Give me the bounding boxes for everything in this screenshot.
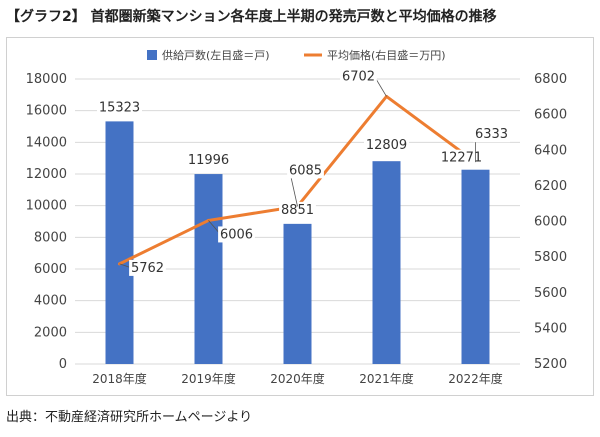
left-axis-tick-label: 0 — [59, 357, 67, 372]
legend-bar-label: 供給戸数(左目盛＝戸) — [162, 48, 270, 62]
left-axis-tick-label: 14000 — [26, 135, 67, 150]
line-label-bg — [340, 68, 377, 85]
line-label-bg — [218, 226, 255, 243]
data-labels: 15323 11996 8851 12809 12271 5762 6006 6085 6702… — [97, 68, 510, 276]
line-label-bg — [287, 162, 324, 179]
axes: 0 2000 4000 6000 8000 10000 12000 14000 16000 180… — [26, 72, 567, 386]
chart-title: 【グラフ2】 首都圏新築マンション各年度上半期の発売戸数と平均価格の推移 — [6, 9, 497, 25]
right-axis-tick-label: 5200 — [534, 357, 567, 372]
line-data-label: 5762 — [131, 261, 164, 276]
left-axis-tick-label: 16000 — [26, 104, 67, 119]
line-data-label: 6333 — [475, 127, 508, 142]
left-axis-tick-label: 12000 — [26, 167, 67, 182]
bar-label-bg — [186, 152, 231, 169]
bar-data-label: 12271 — [441, 151, 482, 166]
legend: 供給戸数(左目盛＝戸) 平均価格(右目盛＝万円) — [147, 48, 446, 62]
right-axis-tick-label: 6600 — [534, 108, 567, 123]
right-axis-tick-label: 6000 — [534, 215, 567, 230]
left-axis-tick-label: 18000 — [26, 72, 67, 87]
bar-data-label: 12809 — [366, 138, 407, 153]
line-data-label: 6702 — [342, 69, 375, 84]
bar-data-label: 11996 — [188, 153, 229, 168]
left-axis-tick-label: 4000 — [34, 294, 67, 309]
right-axis-tick-label: 5600 — [534, 286, 567, 301]
left-axis-tick-label: 8000 — [34, 230, 67, 245]
right-axis-tick-label: 5800 — [534, 250, 567, 265]
x-axis-tick-label: 2021年度 — [359, 371, 414, 386]
line-data-label: 6006 — [220, 227, 253, 242]
line-label-bg — [473, 126, 510, 143]
bar-data-label: 15323 — [99, 100, 140, 115]
line-data-label: 6085 — [289, 163, 322, 178]
x-axis-tick-label: 2022年度 — [448, 371, 503, 386]
left-axis-tick-label: 6000 — [34, 262, 67, 277]
line-label-bg — [129, 259, 166, 276]
x-axis-tick-label: 2020年度 — [270, 371, 325, 386]
legend-line-label: 平均価格(右目盛＝万円) — [327, 48, 446, 62]
right-axis-tick-label: 6800 — [534, 72, 567, 87]
right-axis-tick-label: 6200 — [534, 179, 567, 194]
x-axis-tick-label: 2019年度 — [181, 371, 236, 386]
bar-series — [105, 121, 490, 364]
left-axis-tick-label: 10000 — [26, 199, 67, 214]
right-axis-tick-label: 6400 — [534, 143, 567, 158]
bar — [372, 161, 401, 364]
bar-data-label: 8851 — [281, 203, 314, 218]
x-axis-tick-label: 2018年度 — [92, 371, 147, 386]
right-axis-tick-label: 5400 — [534, 321, 567, 336]
bar-label-bg — [439, 149, 484, 166]
source-note: 出典：不動産経済研究所ホームページより — [6, 410, 253, 425]
bar — [194, 174, 223, 364]
bar — [283, 223, 312, 364]
bar — [105, 121, 134, 364]
bar-label-bg — [364, 137, 409, 154]
bar-label-bg — [97, 99, 142, 116]
bar — [461, 169, 490, 364]
chart-frame — [6, 37, 594, 396]
bar-label-bg — [279, 201, 316, 218]
left-axis-tick-label: 2000 — [34, 325, 67, 340]
legend-bar-swatch — [147, 50, 157, 60]
